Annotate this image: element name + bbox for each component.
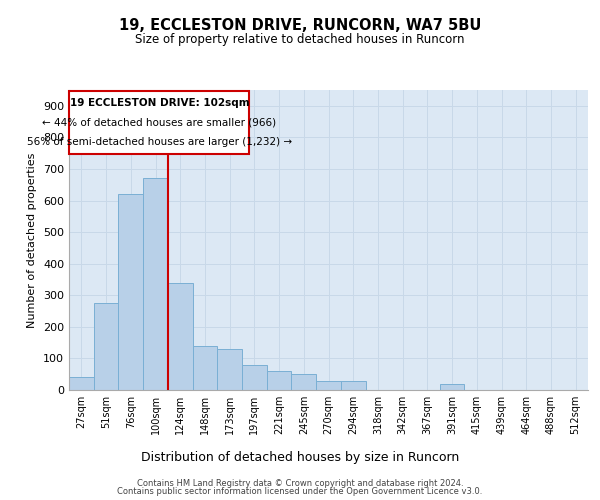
Text: Size of property relative to detached houses in Runcorn: Size of property relative to detached ho… [135,32,465,46]
Text: 19, ECCLESTON DRIVE, RUNCORN, WA7 5BU: 19, ECCLESTON DRIVE, RUNCORN, WA7 5BU [119,18,481,32]
Text: 56% of semi-detached houses are larger (1,232) →: 56% of semi-detached houses are larger (… [27,138,292,147]
Bar [217,349,242,390]
FancyBboxPatch shape [70,90,250,154]
Bar [193,346,217,390]
Bar [292,374,316,390]
Text: Distribution of detached houses by size in Runcorn: Distribution of detached houses by size … [141,451,459,464]
Bar [341,380,365,390]
Bar [242,364,267,390]
Bar [69,378,94,390]
Text: ← 44% of detached houses are smaller (966): ← 44% of detached houses are smaller (96… [43,117,277,127]
Bar [168,282,193,390]
Text: Contains HM Land Registry data © Crown copyright and database right 2024.: Contains HM Land Registry data © Crown c… [137,478,463,488]
Bar [94,303,118,390]
Bar [316,380,341,390]
Text: Contains public sector information licensed under the Open Government Licence v3: Contains public sector information licen… [118,487,482,496]
Bar [143,178,168,390]
Bar [267,371,292,390]
Bar [118,194,143,390]
Text: 19 ECCLESTON DRIVE: 102sqm: 19 ECCLESTON DRIVE: 102sqm [70,98,249,108]
Bar [440,384,464,390]
Y-axis label: Number of detached properties: Number of detached properties [28,152,37,328]
